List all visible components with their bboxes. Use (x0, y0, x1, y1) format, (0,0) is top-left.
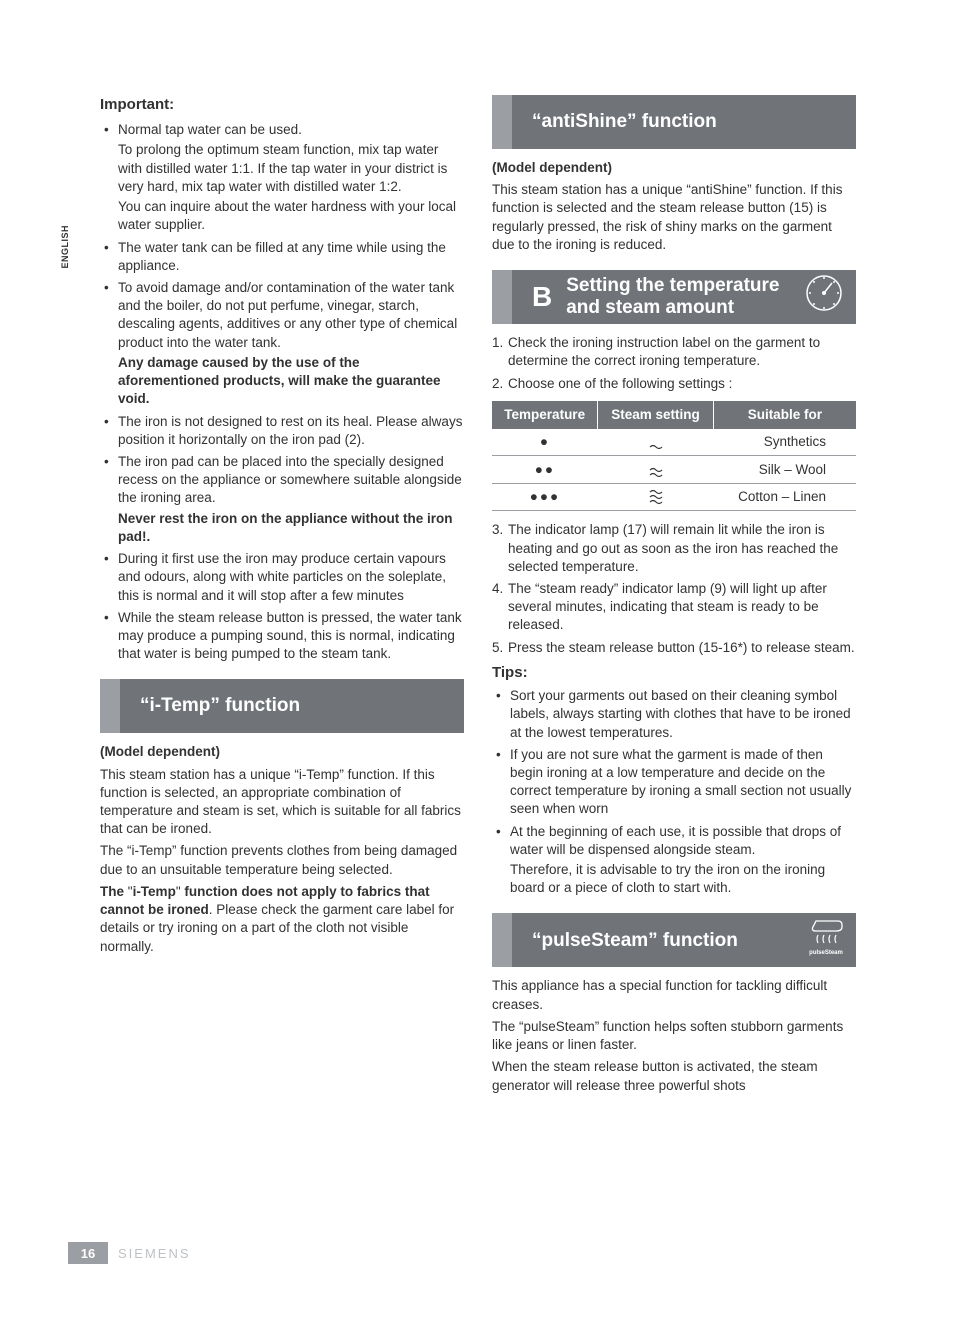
bullet-text: During it first use the iron may produce… (118, 551, 446, 602)
bullet-bold-sub: Any damage caused by the use of the afor… (118, 354, 464, 409)
section-accent (492, 95, 512, 149)
page-footer: 16 SIEMENS (68, 1242, 191, 1264)
important-list: Normal tap water can be used. To prolong… (100, 121, 464, 663)
step-item: The “steam ready” indicator lamp (9) wil… (492, 580, 856, 635)
dial-icon (804, 273, 844, 321)
body-text: The “pulseSteam” function helps soften s… (492, 1018, 856, 1054)
body-text: When the steam release button is activat… (492, 1058, 856, 1094)
section-title: Setting the temperature and steam amount (566, 275, 790, 319)
list-item: To avoid damage and/or contamination of … (100, 279, 464, 409)
brand-label: SIEMENS (118, 1246, 191, 1261)
table-header: Temperature (492, 401, 598, 429)
bullet-text: The iron pad can be placed into the spec… (118, 454, 462, 505)
body-text: The “i-Temp” function prevents clothes f… (100, 842, 464, 878)
bullet-text: Sort your garments out based on their cl… (510, 688, 851, 739)
bullet-text: The iron is not designed to rest on its … (118, 414, 462, 447)
pulsesteam-section-header: “pulseSteam” function pulseSteam (492, 913, 856, 967)
step-item: Press the steam release button (15-16*) … (492, 639, 856, 657)
temperature-cell: ● (492, 429, 598, 456)
steam-cell (598, 456, 713, 483)
section-bar: “antiShine” function (512, 95, 856, 149)
step-item: The indicator lamp (17) will remain lit … (492, 521, 856, 576)
important-heading: Important: (100, 95, 464, 115)
right-column: “antiShine” function (Model dependent) T… (492, 95, 856, 1099)
temperature-cell: ●●● (492, 483, 598, 510)
body-text: The "i-Temp" function does not apply to … (100, 883, 464, 956)
step-item: Check the ironing instruction label on t… (492, 334, 856, 370)
language-tab: ENGLISH (60, 225, 70, 269)
bullet-text: While the steam release button is presse… (118, 610, 462, 661)
table-header: Suitable for (713, 401, 856, 429)
steps-list: Check the ironing instruction label on t… (492, 334, 856, 393)
bullet-sub: To prolong the optimum steam function, m… (118, 141, 464, 196)
section-bar: B Setting the temperature and steam amou… (512, 270, 856, 324)
table-row: ●● Silk – Wool (492, 456, 856, 483)
inline-bold: i-Temp (133, 884, 176, 899)
bullet-text: Normal tap water can be used. (118, 122, 302, 137)
list-item: The water tank can be filled at any time… (100, 239, 464, 275)
section-title: “pulseSteam” function (532, 930, 738, 952)
list-item: Sort your garments out based on their cl… (492, 687, 856, 742)
model-dependent-label: (Model dependent) (100, 743, 464, 761)
tips-list: Sort your garments out based on their cl… (492, 687, 856, 897)
list-item: During it first use the iron may produce… (100, 550, 464, 605)
section-accent (100, 679, 120, 733)
table-row: ●●● Cotton – Linen (492, 483, 856, 510)
pulsesteam-caption: pulseSteam (809, 950, 843, 956)
section-accent (492, 270, 512, 324)
list-item: At the beginning of each use, it is poss… (492, 823, 856, 898)
section-b-header: B Setting the temperature and steam amou… (492, 270, 856, 324)
list-item: The iron is not designed to rest on its … (100, 413, 464, 449)
steam-cell (598, 429, 713, 456)
settings-table: Temperature Steam setting Suitable for ●… (492, 401, 856, 512)
table-row: ● Synthetics (492, 429, 856, 456)
list-item: The iron pad can be placed into the spec… (100, 453, 464, 546)
bullet-text: If you are not sure what the garment is … (510, 747, 851, 817)
bullet-text: To avoid damage and/or contamination of … (118, 280, 457, 350)
bullet-text: The water tank can be filled at any time… (118, 240, 446, 273)
list-item: While the steam release button is presse… (100, 609, 464, 664)
list-item: Normal tap water can be used. To prolong… (100, 121, 464, 234)
section-bar: “pulseSteam” function pulseSteam (512, 913, 856, 967)
bullet-bold-sub: Never rest the iron on the appliance wit… (118, 510, 464, 546)
body-text: This appliance has a special function fo… (492, 977, 856, 1013)
bullet-sub: You can inquire about the water hardness… (118, 198, 464, 234)
step-item: Choose one of the following settings : (492, 375, 856, 393)
left-column: Important: Normal tap water can be used.… (100, 95, 464, 1099)
body-text: This steam station has a unique “antiShi… (492, 181, 856, 254)
suitable-cell: Cotton – Linen (713, 483, 856, 510)
tips-heading: Tips: (492, 663, 856, 683)
section-bar: “i-Temp” function (120, 679, 464, 733)
suitable-cell: Silk – Wool (713, 456, 856, 483)
steps-list-continued: The indicator lamp (17) will remain lit … (492, 521, 856, 657)
model-dependent-label: (Model dependent) (492, 159, 856, 177)
suitable-cell: Synthetics (713, 429, 856, 456)
steam-cell (598, 483, 713, 510)
inline-bold: The (100, 884, 128, 899)
pulsesteam-icon: pulseSteam (788, 917, 844, 965)
itemp-section-header: “i-Temp” function (100, 679, 464, 733)
section-accent (492, 913, 512, 967)
list-item: If you are not sure what the garment is … (492, 746, 856, 819)
table-header: Steam setting (598, 401, 713, 429)
page-number: 16 (68, 1242, 108, 1264)
body-text: This steam station has a unique “i-Temp”… (100, 766, 464, 839)
section-title: “antiShine” function (532, 111, 717, 133)
section-letter: B (532, 283, 552, 311)
antishine-section-header: “antiShine” function (492, 95, 856, 149)
bullet-sub: Therefore, it is advisable to try the ir… (510, 861, 856, 897)
temperature-cell: ●● (492, 456, 598, 483)
bullet-text: At the beginning of each use, it is poss… (510, 824, 841, 857)
section-title: “i-Temp” function (140, 695, 300, 717)
